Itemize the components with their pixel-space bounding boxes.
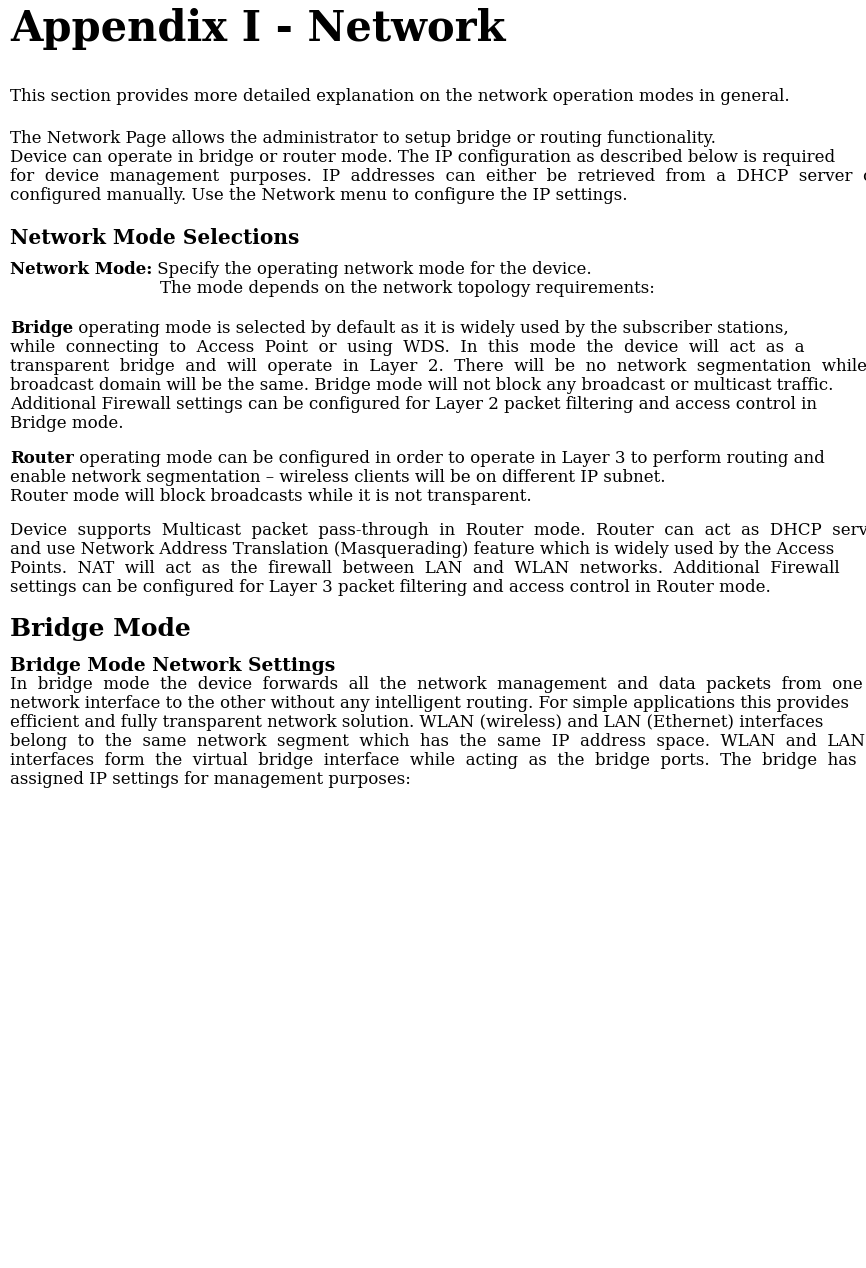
Text: The Network Page allows the administrator to setup bridge or routing functionali: The Network Page allows the administrato…	[10, 131, 716, 147]
Text: operating mode can be configured in order to operate in Layer 3 to perform routi: operating mode can be configured in orde…	[74, 450, 824, 467]
Text: and use Network Address Translation (Masquerading) feature which is widely used : and use Network Address Translation (Mas…	[10, 541, 834, 558]
Text: Router mode will block broadcasts while it is not transparent.: Router mode will block broadcasts while …	[10, 488, 532, 505]
Text: Additional Firewall settings can be configured for Layer 2 packet filtering and : Additional Firewall settings can be conf…	[10, 396, 817, 413]
Text: settings can be configured for Layer 3 packet filtering and access control in Ro: settings can be configured for Layer 3 p…	[10, 579, 771, 596]
Text: enable network segmentation – wireless clients will be on different IP subnet.: enable network segmentation – wireless c…	[10, 469, 665, 486]
Text: transparent  bridge  and  will  operate  in  Layer  2.  There  will  be  no  net: transparent bridge and will operate in L…	[10, 358, 866, 375]
Text: for  device  management  purposes.  IP  addresses  can  either  be  retrieved  f: for device management purposes. IP addre…	[10, 167, 866, 185]
Text: operating mode is selected by default as it is widely used by the subscriber sta: operating mode is selected by default as…	[73, 320, 789, 337]
Text: Appendix I - Network: Appendix I - Network	[10, 8, 506, 49]
Text: Network Mode Selections: Network Mode Selections	[10, 228, 300, 249]
Text: Bridge: Bridge	[10, 320, 73, 337]
Text: This section provides more detailed explanation on the network operation modes i: This section provides more detailed expl…	[10, 87, 790, 105]
Text: interfaces  form  the  virtual  bridge  interface  while  acting  as  the  bridg: interfaces form the virtual bridge inter…	[10, 752, 856, 768]
Text: In  bridge  mode  the  device  forwards  all  the  network  management  and  dat: In bridge mode the device forwards all t…	[10, 676, 863, 694]
Text: The mode depends on the network topology requirements:: The mode depends on the network topology…	[160, 280, 655, 297]
Text: assigned IP settings for management purposes:: assigned IP settings for management purp…	[10, 771, 410, 787]
Text: efficient and fully transparent network solution. WLAN (wireless) and LAN (Ether: efficient and fully transparent network …	[10, 714, 824, 730]
Text: Router: Router	[10, 450, 74, 467]
Text: network interface to the other without any intelligent routing. For simple appli: network interface to the other without a…	[10, 695, 849, 713]
Text: Device  supports  Multicast  packet  pass-through  in  Router  mode.  Router  ca: Device supports Multicast packet pass-th…	[10, 522, 866, 539]
Text: while  connecting  to  Access  Point  or  using  WDS.  In  this  mode  the  devi: while connecting to Access Point or usin…	[10, 339, 805, 356]
Text: Bridge Mode Network Settings: Bridge Mode Network Settings	[10, 657, 335, 675]
Text: Device can operate in bridge or router mode. The IP configuration as described b: Device can operate in bridge or router m…	[10, 150, 835, 166]
Text: belong  to  the  same  network  segment  which  has  the  same  IP  address  spa: belong to the same network segment which…	[10, 733, 865, 749]
Text: broadcast domain will be the same. Bridge mode will not block any broadcast or m: broadcast domain will be the same. Bridg…	[10, 377, 833, 394]
Text: configured manually. Use the Network menu to configure the IP settings.: configured manually. Use the Network men…	[10, 186, 628, 204]
Text: Specify the operating network mode for the device.: Specify the operating network mode for t…	[152, 261, 592, 278]
Text: Network Mode:: Network Mode:	[10, 261, 152, 278]
Text: Points.  NAT  will  act  as  the  firewall  between  LAN  and  WLAN  networks.  : Points. NAT will act as the firewall bet…	[10, 560, 840, 577]
Text: Bridge Mode: Bridge Mode	[10, 618, 191, 642]
Text: Bridge mode.: Bridge mode.	[10, 415, 124, 432]
